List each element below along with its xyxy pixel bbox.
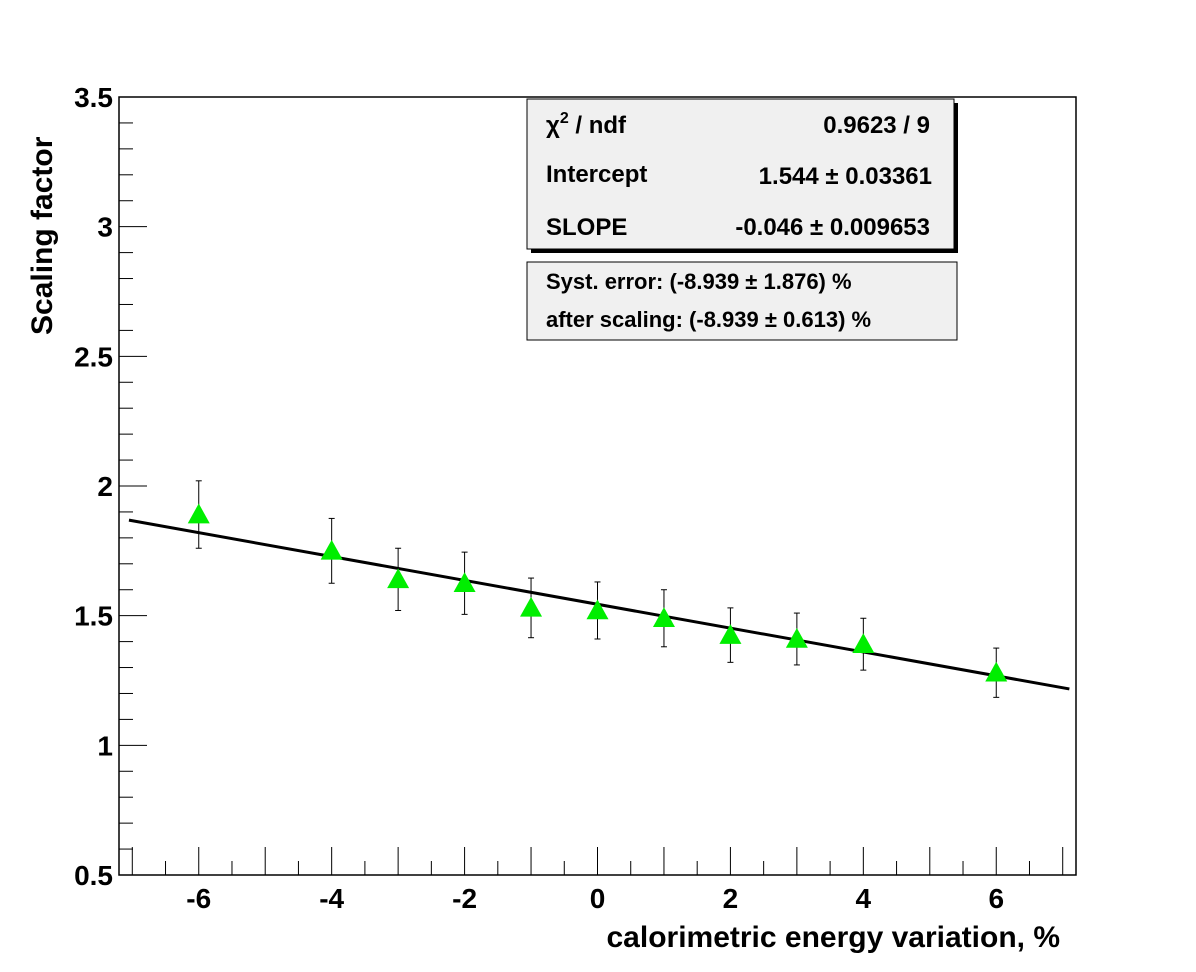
triangle-marker (187, 503, 210, 524)
x-tick-label: 4 (856, 883, 872, 914)
data-point (453, 551, 476, 615)
y-tick-label: 3.5 (74, 82, 113, 113)
y-axis-ticks (119, 96, 147, 876)
y-axis-tick-labels: 0.5 1 1.5 2 2.5 3 3.5 (74, 82, 113, 891)
stats-slope-value: -0.046 ± 0.009653 (735, 214, 930, 241)
x-tick-label: -6 (186, 883, 211, 914)
data-point (852, 617, 875, 671)
triangle-marker (453, 572, 476, 593)
triangle-marker (852, 633, 875, 653)
x-axis-tick-labels: -6 -4 -2 0 2 4 6 (186, 883, 1004, 914)
triangle-marker (586, 599, 609, 620)
syst-error-box: Syst. error: (-8.939 ± 1.876) % after sc… (526, 261, 958, 341)
after-scaling-line: after scaling: (-8.939 ± 0.613) % (546, 307, 871, 332)
data-point (586, 581, 609, 640)
stats-slope-label: SLOPE (546, 214, 627, 241)
x-axis-title: calorimetric energy variation, % (606, 921, 1060, 954)
syst-error-line: Syst. error: (-8.939 ± 1.876) % (546, 269, 852, 294)
x-tick-label: -4 (319, 883, 344, 914)
data-points (187, 480, 1008, 698)
stats-intercept-label: Intercept (546, 161, 647, 188)
y-axis-title: Scaling factor (26, 136, 59, 335)
y-tick-label: 1.5 (74, 601, 113, 632)
triangle-marker (785, 628, 808, 648)
data-point (652, 589, 675, 648)
triangle-marker (719, 624, 742, 644)
data-point (387, 547, 410, 611)
data-point (985, 647, 1008, 698)
y-tick-label: 2 (97, 471, 113, 502)
stats-box: χ2 / ndf 0.9623 / 9 Intercept 1.544 ± 0.… (526, 98, 958, 253)
y-tick-label: 2.5 (74, 341, 113, 372)
triangle-marker (387, 568, 410, 589)
x-tick-label: -2 (452, 883, 477, 914)
x-axis-ticks (131, 847, 1064, 875)
data-point (719, 607, 742, 663)
triangle-marker (985, 661, 1008, 682)
x-tick-label: 0 (590, 883, 606, 914)
stats-chi2-value: 0.9623 / 9 (823, 112, 930, 139)
data-point (187, 480, 210, 549)
triangle-marker (652, 607, 675, 628)
data-point (785, 612, 808, 666)
y-tick-label: 3 (97, 212, 113, 243)
data-point (320, 517, 343, 584)
x-tick-label: 2 (723, 883, 739, 914)
stats-intercept-value: 1.544 ± 0.03361 (759, 163, 932, 190)
x-tick-label: 6 (988, 883, 1004, 914)
triangle-marker (520, 596, 543, 617)
triangle-marker (320, 539, 343, 560)
data-point (520, 577, 543, 639)
y-tick-label: 1 (97, 730, 113, 761)
stats-chi2-label: χ2 / ndf (546, 110, 627, 139)
y-tick-label: 0.5 (74, 860, 113, 891)
